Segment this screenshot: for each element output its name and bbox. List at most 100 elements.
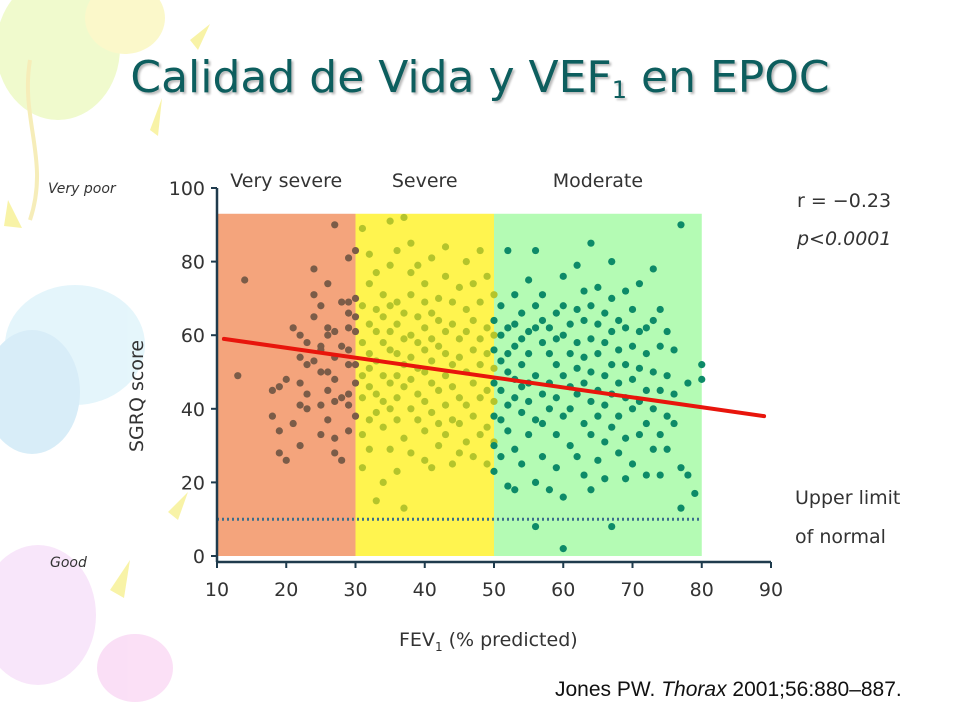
data-point <box>511 320 519 328</box>
data-point <box>656 430 664 439</box>
data-point <box>400 434 408 442</box>
slide-title: Calidad de Vida y VEF1 en EPOC <box>0 52 960 104</box>
data-point <box>552 394 560 402</box>
data-point <box>601 338 609 347</box>
data-point <box>331 221 339 229</box>
data-point <box>289 419 297 428</box>
data-point <box>435 342 443 350</box>
data-point <box>587 302 595 310</box>
band-label: Severe <box>392 170 458 192</box>
balloon-shape <box>0 330 80 454</box>
data-point <box>310 357 318 365</box>
data-point <box>421 397 429 406</box>
data-point <box>538 419 547 428</box>
data-point <box>594 283 602 291</box>
data-point <box>462 305 470 314</box>
data-point <box>365 383 373 391</box>
data-point <box>608 327 616 336</box>
data-point <box>303 361 311 369</box>
data-point <box>441 272 450 280</box>
data-point <box>393 394 401 402</box>
data-point <box>310 291 318 299</box>
data-point <box>490 397 498 406</box>
balloon-shape <box>0 545 96 685</box>
data-point <box>684 471 692 479</box>
data-point <box>421 456 429 464</box>
sparkle-decoration <box>4 200 22 228</box>
x-tick-label: 10 <box>205 579 229 601</box>
data-point <box>656 471 664 479</box>
data-point <box>324 324 332 332</box>
data-point <box>421 324 429 332</box>
data-point <box>358 394 367 402</box>
y-tick-label: 40 <box>181 399 205 421</box>
data-point <box>587 486 595 494</box>
data-point <box>317 368 325 376</box>
data-point <box>504 368 512 376</box>
data-point <box>428 408 436 417</box>
sparkle-decoration <box>190 24 210 50</box>
data-point <box>490 291 498 299</box>
data-point <box>594 350 602 358</box>
data-point <box>476 298 484 306</box>
data-point <box>441 243 450 251</box>
data-point <box>476 430 484 439</box>
data-point <box>365 445 373 453</box>
data-point <box>407 239 415 247</box>
data-point <box>511 394 519 402</box>
data-point <box>628 460 637 468</box>
data-point <box>317 430 325 439</box>
data-point <box>462 327 470 336</box>
data-point <box>656 386 664 394</box>
data-point <box>490 331 498 339</box>
y-tick-label: 80 <box>181 252 205 274</box>
data-point <box>642 386 650 394</box>
citation-journal: Thorax <box>661 678 727 701</box>
data-point <box>531 522 540 531</box>
data-point <box>587 397 595 406</box>
data-point <box>594 456 602 464</box>
data-point <box>296 401 304 409</box>
data-point <box>545 350 554 358</box>
data-point <box>531 416 540 424</box>
data-point <box>407 353 415 361</box>
regression-line <box>221 336 767 419</box>
data-point <box>372 269 380 277</box>
data-point <box>414 390 422 398</box>
data-point <box>635 430 644 439</box>
data-point <box>587 335 595 343</box>
data-point <box>698 375 706 383</box>
data-point <box>358 464 367 472</box>
data-point <box>358 302 367 310</box>
data-point <box>234 372 242 380</box>
data-point <box>573 261 581 269</box>
data-point <box>608 258 616 266</box>
data-point <box>331 449 339 457</box>
data-point <box>587 368 595 376</box>
data-point <box>518 361 526 369</box>
data-point <box>393 467 401 475</box>
data-point <box>531 324 540 332</box>
data-point <box>400 383 408 391</box>
data-point <box>663 327 671 336</box>
data-point <box>421 368 429 376</box>
y-top-quality-label: Very poor <box>48 181 117 197</box>
data-point <box>531 372 540 380</box>
data-point <box>559 302 567 310</box>
data-point <box>365 416 373 424</box>
data-point <box>372 497 380 505</box>
data-point <box>344 298 353 306</box>
data-point <box>414 416 422 424</box>
data-point <box>608 294 616 302</box>
data-point <box>511 291 519 299</box>
data-point <box>351 412 360 420</box>
data-point <box>400 213 408 222</box>
data-point <box>448 383 457 391</box>
data-point <box>407 269 415 277</box>
data-point <box>670 390 678 398</box>
data-point <box>310 313 318 321</box>
data-point <box>379 423 387 431</box>
data-point <box>428 254 436 262</box>
data-point <box>483 386 491 394</box>
sparkle-decoration <box>110 560 130 598</box>
